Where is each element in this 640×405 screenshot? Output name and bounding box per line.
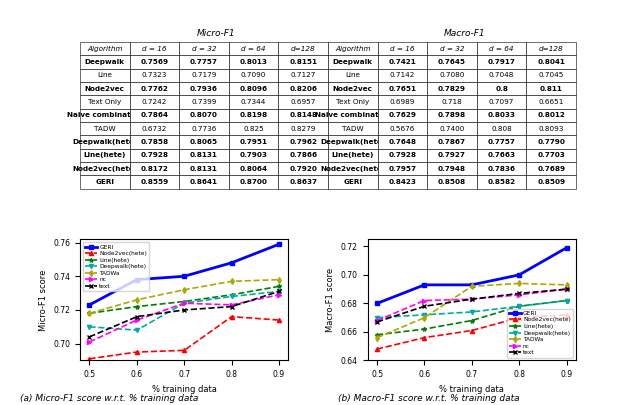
GERI <box>133 277 141 282</box>
GERI <box>228 260 236 265</box>
nc <box>420 298 428 303</box>
TADWa <box>133 297 141 302</box>
text <box>228 304 236 309</box>
Line(hete) <box>133 304 141 309</box>
text <box>563 287 570 292</box>
Y-axis label: Micro-F1 score: Micro-F1 score <box>39 269 48 330</box>
Deepwalk(hete) <box>180 301 188 306</box>
Node2vec(hete) <box>275 318 283 322</box>
Line: text: text <box>88 289 281 339</box>
Legend: GERI, Node2vec(hete), Line(hete), Deepwalk(hete), TADWa, nc, text: GERI, Node2vec(hete), Line(hete), Deepwa… <box>83 242 150 291</box>
Line(hete) <box>373 333 381 337</box>
nc <box>275 292 283 297</box>
Line(hete) <box>420 327 428 332</box>
text <box>515 291 523 296</box>
GERI <box>275 242 283 247</box>
Line(hete) <box>275 284 283 289</box>
nc <box>468 297 476 302</box>
TADWa <box>275 277 283 282</box>
Deepwalk(hete) <box>468 309 476 314</box>
GERI <box>86 303 93 307</box>
Node2vec(hete) <box>420 335 428 340</box>
TADWa <box>373 335 381 340</box>
Node2vec(hete) <box>228 314 236 319</box>
Node2vec(hete) <box>180 348 188 353</box>
Line: nc: nc <box>88 293 281 344</box>
text <box>420 304 428 309</box>
Deepwalk(hete) <box>86 324 93 329</box>
Node2vec(hete) <box>373 347 381 352</box>
Line: Line(hete): Line(hete) <box>88 284 281 315</box>
Text: (a) Micro-F1 score w.r.t. % training data: (a) Micro-F1 score w.r.t. % training dat… <box>20 394 198 403</box>
TADWa <box>228 279 236 284</box>
Node2vec(hete) <box>563 312 570 317</box>
X-axis label: % training data: % training data <box>152 385 216 394</box>
TADWa <box>86 311 93 316</box>
Line: Node2vec(hete): Node2vec(hete) <box>88 315 281 361</box>
Node2vec(hete) <box>468 328 476 333</box>
Legend: GERI, Node2vec(hete), Line(hete), Deepwalk(hete), TADWa, nc, text: GERI, Node2vec(hete), Line(hete), Deepwa… <box>506 309 573 358</box>
Deepwalk(hete) <box>563 298 570 303</box>
TADWa <box>420 315 428 320</box>
Line(hete) <box>86 311 93 316</box>
GERI <box>563 245 570 250</box>
Line(hete) <box>228 292 236 297</box>
Deepwalk(hete) <box>515 304 523 309</box>
Deepwalk(hete) <box>275 289 283 294</box>
Node2vec(hete) <box>133 350 141 354</box>
text <box>373 320 381 324</box>
Line(hete) <box>468 318 476 323</box>
Line: Node2vec(hete): Node2vec(hete) <box>375 313 568 351</box>
Line: nc: nc <box>375 287 568 323</box>
Line: GERI: GERI <box>375 246 568 305</box>
Line: Deepwalk(hete): Deepwalk(hete) <box>375 298 568 320</box>
Line: TADWa: TADWa <box>375 281 568 340</box>
Y-axis label: Macro-F1 score: Macro-F1 score <box>326 268 335 332</box>
Line: TADWa: TADWa <box>88 277 281 315</box>
Text: Macro-F1: Macro-F1 <box>444 29 485 38</box>
Line: Deepwalk(hete): Deepwalk(hete) <box>88 289 281 332</box>
Line(hete) <box>515 304 523 309</box>
nc <box>133 318 141 322</box>
text <box>275 289 283 294</box>
GERI <box>180 274 188 279</box>
Line: text: text <box>375 287 568 324</box>
Text: Micro-F1: Micro-F1 <box>197 29 236 38</box>
Line(hete) <box>180 299 188 304</box>
Node2vec(hete) <box>515 315 523 320</box>
TADWa <box>180 287 188 292</box>
Deepwalk(hete) <box>228 294 236 299</box>
nc <box>515 292 523 297</box>
TADWa <box>468 284 476 289</box>
GERI <box>468 282 476 287</box>
nc <box>563 287 570 292</box>
text <box>86 335 93 339</box>
nc <box>373 318 381 323</box>
GERI <box>420 282 428 287</box>
Text: (b) Macro-F1 score w.r.t. % training data: (b) Macro-F1 score w.r.t. % training dat… <box>338 394 520 403</box>
TADWa <box>515 281 523 286</box>
X-axis label: % training data: % training data <box>440 385 504 394</box>
TADWa <box>563 282 570 287</box>
Deepwalk(hete) <box>133 328 141 333</box>
Node2vec(hete) <box>86 356 93 361</box>
Line: Line(hete): Line(hete) <box>375 298 568 337</box>
text <box>468 297 476 302</box>
nc <box>228 303 236 307</box>
text <box>133 314 141 319</box>
nc <box>180 301 188 306</box>
Line(hete) <box>563 298 570 303</box>
GERI <box>373 301 381 306</box>
Deepwalk(hete) <box>420 312 428 317</box>
nc <box>86 339 93 344</box>
GERI <box>515 273 523 277</box>
text <box>180 307 188 312</box>
Line: GERI: GERI <box>88 242 281 307</box>
Deepwalk(hete) <box>373 315 381 320</box>
